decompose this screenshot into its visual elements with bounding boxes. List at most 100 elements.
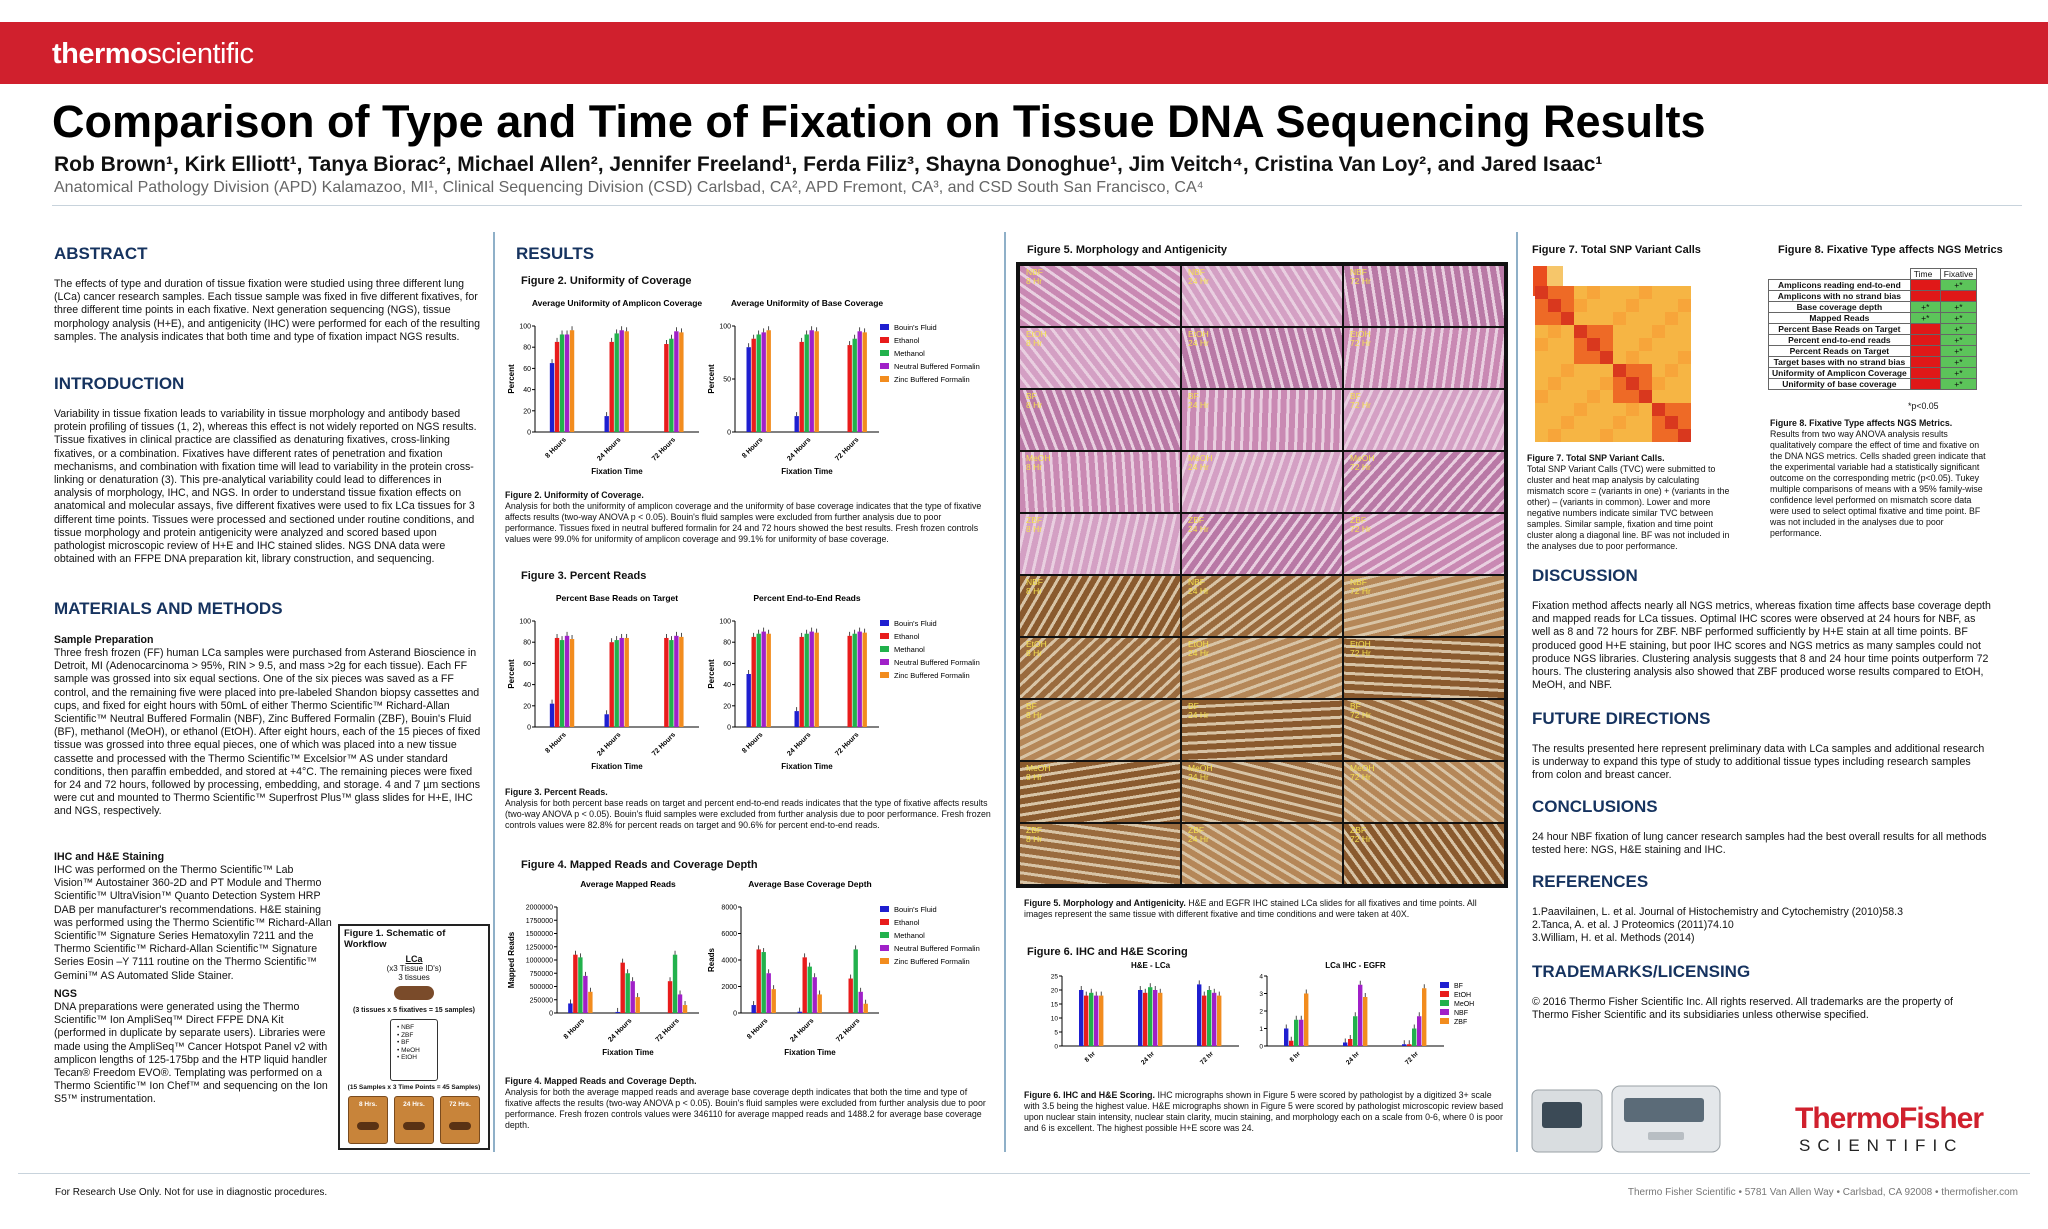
chart-title: H&E - LCa [1131, 961, 1171, 970]
legend-swatch [1440, 991, 1449, 997]
chart-title: Average Uniformity of Base Coverage [731, 298, 884, 308]
heatmap-cell [1613, 299, 1626, 312]
bar [756, 334, 761, 432]
bar [624, 637, 629, 727]
bar [667, 981, 673, 1013]
bar [1363, 997, 1368, 1046]
heatmap-cell [1665, 429, 1678, 442]
x-tick-label: 24 hr [1345, 1050, 1361, 1066]
chart-title: Percent Base Reads on Target [556, 593, 678, 603]
bar [853, 949, 858, 1013]
fixative-item: • BF [397, 1039, 410, 1046]
heatmap-cell [1587, 312, 1600, 325]
he-micrograph: MeOH 24 Hr [1182, 452, 1342, 512]
trademarks-text: © 2016 Thermo Fisher Scientific Inc. All… [1532, 996, 1953, 1022]
y-tick-label: 2000 [721, 984, 737, 991]
heatmap-cell [1535, 377, 1548, 390]
heatmap-cell [1535, 403, 1548, 416]
x-tick-label: 8 hr [1084, 1050, 1098, 1064]
heatmap-cell [1561, 312, 1574, 325]
column-divider [493, 232, 495, 1152]
bar [1353, 1016, 1358, 1046]
significance-cell: +* [1939, 312, 1978, 324]
y-tick-label: 2000000 [526, 905, 553, 912]
heatmap-cell [1574, 299, 1587, 312]
fixative-jar-icon: • NBF • ZBF • BF • MeOH • EtOH [390, 1019, 438, 1081]
heatmap-cell [1665, 338, 1678, 351]
heatmap-cell [1561, 377, 1574, 390]
heatmap-cell [1587, 429, 1600, 442]
ihc-micrograph: EtOH 24 Hr [1182, 638, 1342, 698]
reference-1: 1.Paavilainen, L. et al. Journal of Hist… [1532, 906, 1903, 918]
bar [679, 332, 684, 432]
x-tick-label: 72 Hours [834, 436, 860, 462]
micrograph-label: BF 8 Hr [1026, 391, 1043, 410]
heatmap-cell [1587, 351, 1600, 364]
bar [766, 973, 771, 1013]
legend-label: MeOH [1454, 1001, 1474, 1008]
bar [679, 636, 684, 727]
bar [852, 633, 857, 727]
heatmap-cell [1678, 364, 1691, 377]
significance-cell: +* [1939, 279, 1978, 291]
y-axis-label: Percent [507, 364, 516, 394]
significance-cell [1939, 290, 1978, 302]
fig6-heading: Figure 6. IHC and H&E Scoring [1027, 946, 1188, 958]
chart-title: Average Uniformity of Amplicon Coverage [532, 298, 703, 308]
bar [682, 1005, 688, 1013]
heatmap-cell [1652, 299, 1665, 312]
methods-heading: MATERIALS AND METHODS [54, 599, 283, 618]
significance-cell: +* [1939, 367, 1978, 379]
x-axis-label: Fixation Time [781, 762, 833, 771]
bar [549, 703, 555, 727]
legend-swatch [1440, 1018, 1449, 1024]
y-tick-label: 0 [549, 1011, 553, 1018]
heatmap-cell [1639, 325, 1652, 338]
sample-prep-text: Three fresh frozen (FF) human LCa sample… [54, 647, 481, 818]
heatmap-cell [1574, 416, 1587, 429]
author-list: Rob Brown¹, Kirk Elliott¹, Tanya Biorac²… [54, 153, 1603, 176]
chart-title: Average Mapped Reads [580, 879, 676, 889]
ihc-micrograph: MeOH 24 Hr [1182, 762, 1342, 822]
significance-cell [1909, 290, 1941, 302]
he-micrograph: BF 8 Hr [1020, 390, 1180, 450]
he-micrograph: EtOH 8 Hr [1020, 328, 1180, 388]
heatmap-cell [1587, 403, 1600, 416]
bar [817, 994, 822, 1013]
significance-cell: +* [1939, 356, 1978, 368]
bar [674, 331, 679, 432]
heatmap-cell [1639, 429, 1652, 442]
heatmap-cell [1665, 312, 1678, 325]
chart-amplicon-uniformity: Average Uniformity of Amplicon Coverage 0… [507, 298, 703, 476]
y-tick-label: 80 [523, 640, 531, 647]
bar [857, 331, 862, 432]
bar [1138, 990, 1143, 1046]
legend-label: Ethanol [894, 632, 920, 641]
heatmap-cell [1639, 351, 1652, 364]
heatmap-cell [1548, 286, 1561, 299]
significance-cell: +* [1939, 378, 1978, 390]
column-divider [1516, 232, 1518, 1152]
reference-3: 3.William, H. et al. Methods (2014) [1532, 932, 1695, 944]
heatmap-cell [1600, 299, 1613, 312]
metric-label: Amplicons reading end-to-end [1768, 279, 1911, 291]
heatmap-cell [1587, 364, 1600, 377]
significance-cell: +* [1939, 301, 1978, 313]
heatmap-cell [1639, 286, 1652, 299]
heatmap-cell [1548, 325, 1561, 338]
bar [858, 991, 863, 1013]
heatmap-cell [1665, 286, 1678, 299]
bar [588, 991, 593, 1013]
bar [797, 1011, 802, 1013]
heatmap-cell [1665, 325, 1678, 338]
legend-fig6: BF EtOH MeOH NBF ZBF [1440, 982, 1474, 1026]
fig5-heading: Figure 5. Morphology and Antigenicity [1027, 244, 1228, 256]
heatmap-cell [1600, 325, 1613, 338]
heatmap-cell [1574, 338, 1587, 351]
time-point-label: 72 Hrs. [449, 1101, 471, 1108]
heatmap-cell [1652, 429, 1665, 442]
heatmap-cell [1561, 325, 1574, 338]
bar [578, 957, 583, 1013]
micrograph-grid: NBF 8 Hr NBF 24 Hr NBF 72 Hr EtOH 8 Hr EtOH … [1016, 262, 1508, 888]
bar [751, 338, 756, 432]
